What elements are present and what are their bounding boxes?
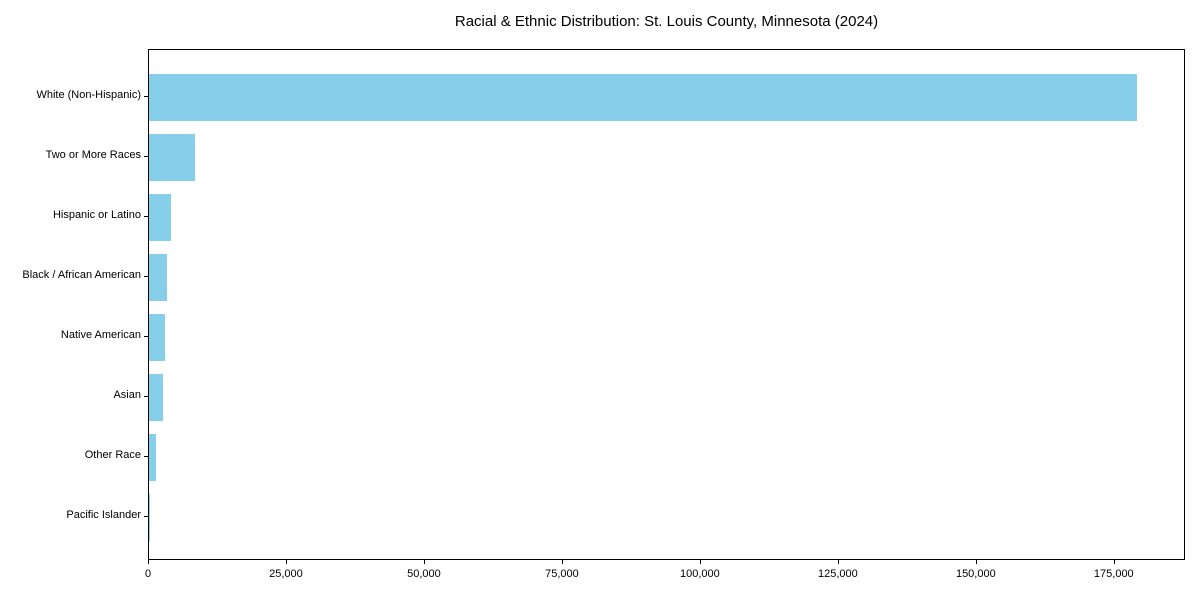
x-tick-label-75000: 75,000 — [545, 568, 579, 580]
x-tick-mark — [699, 560, 701, 564]
x-tick-label-125000: 125,000 — [817, 568, 858, 580]
bar-pacific-islander — [149, 493, 150, 541]
y-tick-mark — [144, 276, 148, 277]
y-tick-label-other-race: Other Race — [84, 449, 141, 461]
x-tick-label-25000: 25,000 — [269, 568, 303, 580]
x-tick-mark — [975, 560, 977, 564]
bar-other-race — [149, 433, 156, 481]
y-tick-mark — [144, 456, 148, 457]
y-tick-label-asian: Asian — [113, 389, 141, 401]
x-tick-mark — [423, 560, 425, 564]
y-tick-mark — [144, 336, 148, 337]
x-tick-mark — [561, 560, 563, 564]
y-tick-label-pacific-islander: Pacific Islander — [66, 509, 141, 521]
chart-title: Racial & Ethnic Distribution: St. Louis … — [454, 13, 879, 30]
x-tick-label-175000: 175,000 — [1093, 568, 1134, 580]
y-tick-label-native-american: Native American — [60, 329, 141, 341]
y-tick-mark — [144, 96, 148, 97]
x-tick-mark — [1113, 560, 1115, 564]
x-tick-label-100000: 100,000 — [679, 568, 720, 580]
bar-native-american — [149, 313, 165, 361]
x-tick-label-50000: 50,000 — [407, 568, 441, 580]
y-tick-label-black-african-american: Black / African American — [22, 269, 141, 281]
plot-area — [148, 49, 1185, 560]
y-tick-label-two-or-more-races: Two or More Races — [45, 149, 141, 161]
y-tick-label-hispanic-or-latino: Hispanic or Latino — [52, 209, 141, 221]
bar-white-non-hispanic — [149, 73, 1137, 121]
y-tick-label-white-non-hispanic: White (Non-Hispanic) — [36, 89, 141, 101]
y-tick-mark — [144, 156, 148, 157]
x-tick-mark — [837, 560, 839, 564]
x-tick-mark — [148, 560, 149, 564]
bar-black-african-american — [149, 253, 168, 301]
x-tick-label-0: 0 — [144, 568, 152, 580]
x-tick-label-150000: 150,000 — [955, 568, 996, 580]
y-tick-mark — [144, 216, 148, 217]
y-tick-mark — [144, 396, 148, 397]
bar-hispanic-or-latino — [149, 193, 172, 241]
x-tick-mark — [285, 560, 287, 564]
y-tick-mark — [144, 516, 148, 517]
bar-two-or-more-races — [149, 133, 196, 181]
bar-asian — [149, 373, 163, 421]
